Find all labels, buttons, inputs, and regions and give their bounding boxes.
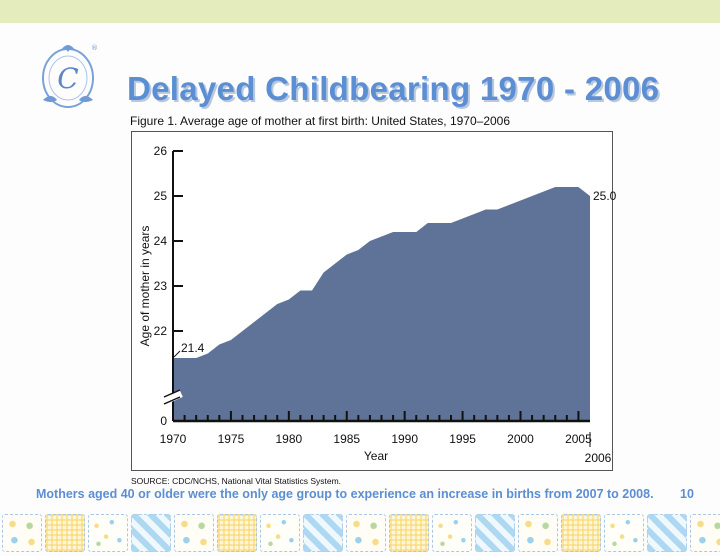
quilt-patch [475, 514, 515, 552]
quilt-patch [303, 514, 343, 552]
y-axis-label: Age of mother in years [138, 226, 152, 347]
quilt-patch [346, 514, 386, 552]
slide-title: Delayed Childbearing 1970 - 2006 [127, 70, 660, 107]
axis-break-gap [163, 390, 183, 405]
x-end-label: 2006 [585, 451, 612, 465]
x-tick-label: 1995 [449, 432, 476, 446]
annotation-leader [173, 350, 181, 358]
quilt-patch [604, 514, 644, 552]
top-banner [0, 0, 720, 23]
x-axis-label: Year [364, 449, 388, 463]
quilt-patch [561, 514, 601, 552]
quilt-patch [389, 514, 429, 552]
annotation-end-value: 25.0 [593, 189, 617, 203]
axis-break-mark [163, 389, 181, 398]
quilt-border [0, 511, 720, 556]
svg-text:®: ® [91, 44, 98, 52]
quilt-patch [432, 514, 472, 552]
quilt-patch [131, 514, 171, 552]
quilt-patch [88, 514, 128, 552]
x-tick-label: 1970 [160, 432, 187, 446]
quilt-patch [217, 514, 257, 552]
page-number: 10 [680, 487, 694, 501]
y-tick-label: 23 [154, 279, 168, 293]
x-tick-label: 2000 [507, 432, 534, 446]
logo-monogram: C [57, 62, 78, 95]
x-tick-label: 1980 [275, 432, 302, 446]
quilt-patch [45, 514, 85, 552]
y-tick-label: 24 [154, 234, 168, 248]
figure-caption: Figure 1. Average age of mother at first… [130, 114, 511, 128]
quilt-patch [518, 514, 558, 552]
annotation-start-value: 21.4 [181, 341, 205, 355]
y-tick-label: 26 [154, 144, 168, 158]
crown-crafts-logo-icon: C ® [42, 44, 98, 108]
x-tick-label: 2005 [565, 432, 592, 446]
y-tick-label: 0 [160, 414, 167, 428]
quilt-patch [260, 514, 300, 552]
source-note: SOURCE: CDC/NCHS, National Vital Statist… [131, 476, 342, 486]
x-tick-label: 1990 [391, 432, 418, 446]
axis-break-mark [163, 396, 181, 405]
y-tick-label: 25 [154, 189, 168, 203]
quilt-patch [174, 514, 214, 552]
x-tick-label: 1985 [333, 432, 360, 446]
quilt-patch [647, 514, 687, 552]
quilt-patch [690, 514, 720, 552]
area-series [173, 187, 590, 421]
crown-crafts-logo: C ® [33, 38, 103, 113]
x-tick-label: 1975 [218, 432, 245, 446]
y-tick-label: 22 [154, 324, 168, 338]
quilt-patch [2, 514, 42, 552]
footnote: Mothers aged 40 or older were the only a… [36, 487, 654, 501]
